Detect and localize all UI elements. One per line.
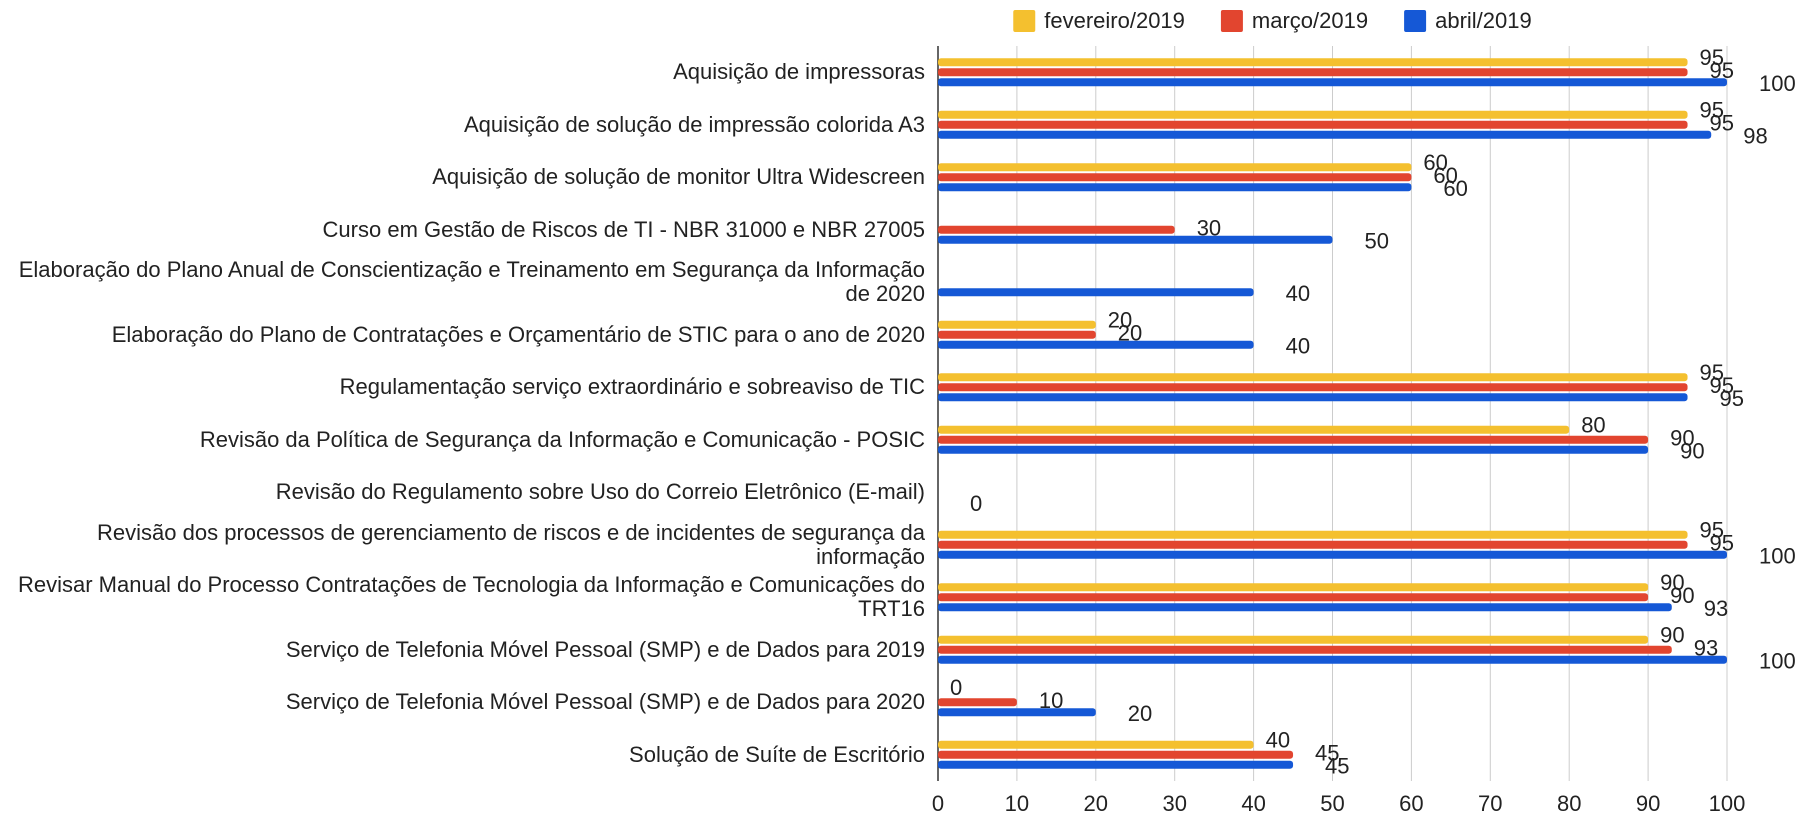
y-tick-label: Revisar Manual do Processo Contratações … (18, 572, 925, 622)
bar (938, 530, 1688, 539)
y-tick-label: Serviço de Telefonia Móvel Pessoal (SMP)… (285, 689, 925, 715)
data-label: 95 (1720, 386, 1744, 411)
bar (938, 698, 1017, 707)
data-label: 45 (1325, 754, 1349, 779)
bar (938, 425, 1570, 434)
data-label: 95 (1700, 518, 1724, 543)
bar (938, 68, 1688, 77)
legend-label: fevereiro/2019 (1044, 8, 1185, 33)
y-tick-label: Elaboração do Plano Anual de Conscientiz… (18, 257, 925, 307)
data-label: 40 (1266, 728, 1290, 753)
data-label: 60 (1433, 163, 1457, 188)
bar (938, 225, 1175, 234)
x-tick-label: 30 (1162, 791, 1186, 816)
x-tick-label: 60 (1399, 791, 1423, 816)
bar (938, 655, 1727, 664)
bar (938, 130, 1712, 139)
bar (938, 163, 1412, 172)
data-label: 90 (1660, 623, 1684, 648)
bar (938, 320, 1096, 329)
y-tick-label: Revisão da Política de Segurança da Info… (199, 426, 925, 452)
y-tick-label: Aquisição de solução de monitor Ultra Wi… (432, 164, 925, 190)
bar (938, 550, 1727, 559)
x-tick-label: 80 (1557, 791, 1581, 816)
bar (938, 583, 1649, 592)
data-label: 20 (1128, 701, 1152, 726)
data-label: 0 (970, 491, 982, 516)
x-tick-label: 10 (1005, 791, 1029, 816)
bar (938, 435, 1649, 444)
bar (938, 603, 1672, 612)
bar (938, 708, 1096, 717)
y-tick-label: Aquisição de impressoras (673, 59, 925, 85)
data-label: 40 (1286, 334, 1310, 359)
bar (938, 383, 1688, 392)
bar (938, 120, 1688, 129)
data-label: 100 (1759, 71, 1796, 96)
bar (938, 740, 1254, 749)
bar (938, 760, 1294, 769)
data-label: 93 (1704, 596, 1728, 621)
x-tick-label: 70 (1478, 791, 1502, 816)
bar (938, 183, 1412, 192)
bar (938, 340, 1254, 349)
bar (938, 373, 1688, 382)
data-label: 95 (1700, 45, 1724, 70)
bar (938, 78, 1727, 87)
x-tick-label: 100 (1709, 791, 1746, 816)
data-label: 50 (1365, 229, 1389, 254)
data-label: 45 (1315, 741, 1339, 766)
y-tick-label: Elaboração do Plano de Contratações e Or… (111, 321, 925, 347)
bar (938, 645, 1672, 654)
legend-swatch (1013, 10, 1036, 32)
y-tick-label: Regulamentação serviço extraordinário e … (339, 374, 925, 400)
bar (938, 330, 1096, 339)
data-label: 90 (1680, 439, 1704, 464)
data-label: 0 (950, 675, 962, 700)
x-tick-label: 0 (932, 791, 944, 816)
x-tick-label: 50 (1320, 791, 1344, 816)
x-tick-label: 40 (1241, 791, 1265, 816)
data-label: 95 (1700, 98, 1724, 123)
bar (938, 593, 1649, 602)
bar (938, 540, 1688, 549)
bar (938, 173, 1412, 182)
y-tick-label: Revisão dos processos de gerenciamento d… (97, 519, 925, 569)
y-tick-label: Solução de Suíte de Escritório (629, 741, 925, 767)
data-label: 95 (1710, 373, 1734, 398)
y-tick-label: Serviço de Telefonia Móvel Pessoal (SMP)… (285, 636, 925, 662)
data-label: 100 (1759, 544, 1796, 569)
data-label: 40 (1286, 281, 1310, 306)
legend-swatch (1404, 10, 1427, 32)
bar (938, 750, 1294, 759)
data-label: 95 (1710, 111, 1734, 136)
legend-label: abril/2019 (1435, 8, 1532, 33)
x-tick-label: 90 (1636, 791, 1660, 816)
data-label: 60 (1443, 176, 1467, 201)
bar (938, 288, 1254, 297)
data-label: 90 (1670, 426, 1694, 451)
bar (938, 393, 1688, 402)
bar (938, 235, 1333, 244)
bar (938, 635, 1649, 644)
legend-swatch (1220, 10, 1243, 32)
data-label: 80 (1581, 413, 1605, 438)
data-label: 100 (1759, 649, 1796, 674)
bar (938, 58, 1688, 67)
data-label: 90 (1670, 583, 1694, 608)
data-label: 20 (1108, 308, 1132, 333)
bar (938, 445, 1649, 454)
bar (938, 110, 1688, 119)
data-label: 95 (1700, 360, 1724, 385)
y-tick-label: Aquisição de solução de impressão colori… (463, 111, 925, 137)
data-label: 60 (1423, 150, 1447, 175)
data-label: 90 (1660, 570, 1684, 595)
legend-label: março/2019 (1252, 8, 1368, 33)
y-tick-label: Curso em Gestão de Riscos de TI - NBR 31… (322, 216, 925, 242)
data-label: 98 (1743, 124, 1767, 149)
x-tick-label: 20 (1084, 791, 1108, 816)
y-tick-label: Revisão do Regulamento sobre Uso do Corr… (275, 479, 925, 505)
